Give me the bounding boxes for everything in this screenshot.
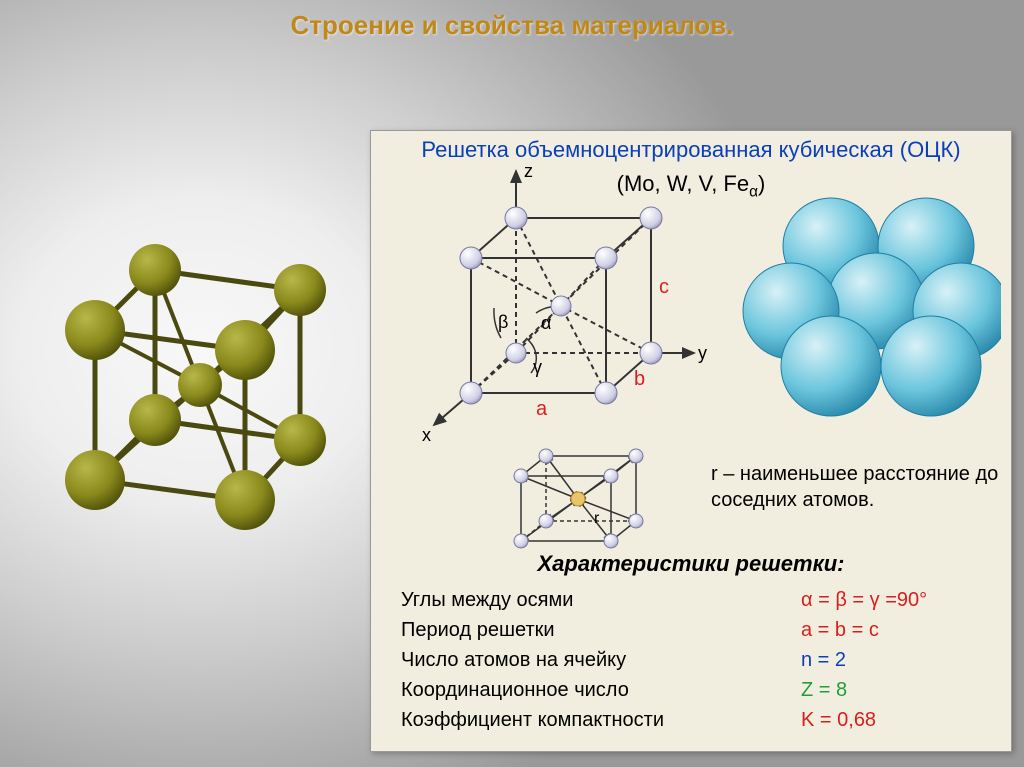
- char-label: Число атомов на ячейку: [401, 645, 626, 675]
- characteristics-title: Характеристики решетки:: [371, 551, 1011, 577]
- edge-a: a: [536, 398, 548, 420]
- char-value: K = 0,68: [801, 705, 1001, 735]
- char-row: Коэффициент компактности K = 0,68: [401, 705, 1001, 735]
- page-title: Строение и свойства материалов.: [0, 10, 1024, 41]
- angle-gamma: γ: [533, 357, 542, 377]
- axis-x: x: [422, 425, 431, 445]
- char-row: Число атомов на ячейку n = 2: [401, 645, 1001, 675]
- char-label: Период решетки: [401, 615, 555, 645]
- char-value: α = β = γ =90°: [801, 585, 1001, 615]
- characteristics-table: Углы между осями α = β = γ =90° Период р…: [401, 585, 1001, 735]
- char-row: Координационное число Z = 8: [401, 675, 1001, 705]
- char-label: Углы между осями: [401, 585, 573, 615]
- lattice-panel: Решетка объемноцентрированная кубическая…: [370, 130, 1012, 752]
- axis-y: y: [698, 343, 707, 363]
- r-diagram: r: [486, 431, 676, 571]
- edge-c: c: [659, 276, 669, 298]
- char-label: Коэффициент компактности: [401, 705, 664, 735]
- char-value: Z = 8: [801, 675, 1001, 705]
- panel-heading: Решетка объемноцентрированная кубическая…: [371, 137, 1011, 163]
- edge-b: b: [634, 368, 645, 390]
- char-label: Координационное число: [401, 675, 629, 705]
- r-note: r – наименьшее расстояние до соседних ат…: [711, 461, 1001, 513]
- angle-alpha: α: [541, 313, 551, 333]
- char-value: n = 2: [801, 645, 1001, 675]
- r-label: r: [594, 510, 600, 527]
- angle-beta: β: [498, 312, 508, 332]
- bcc-schematic: z y x a b c β α γ: [376, 163, 716, 453]
- packed-spheres: [741, 191, 1001, 421]
- axis-z: z: [524, 163, 533, 181]
- olive-bcc-structure: [40, 220, 340, 540]
- char-row: Углы между осями α = β = γ =90°: [401, 585, 1001, 615]
- char-value: a = b = c: [801, 615, 1001, 645]
- char-row: Период решетки a = b = c: [401, 615, 1001, 645]
